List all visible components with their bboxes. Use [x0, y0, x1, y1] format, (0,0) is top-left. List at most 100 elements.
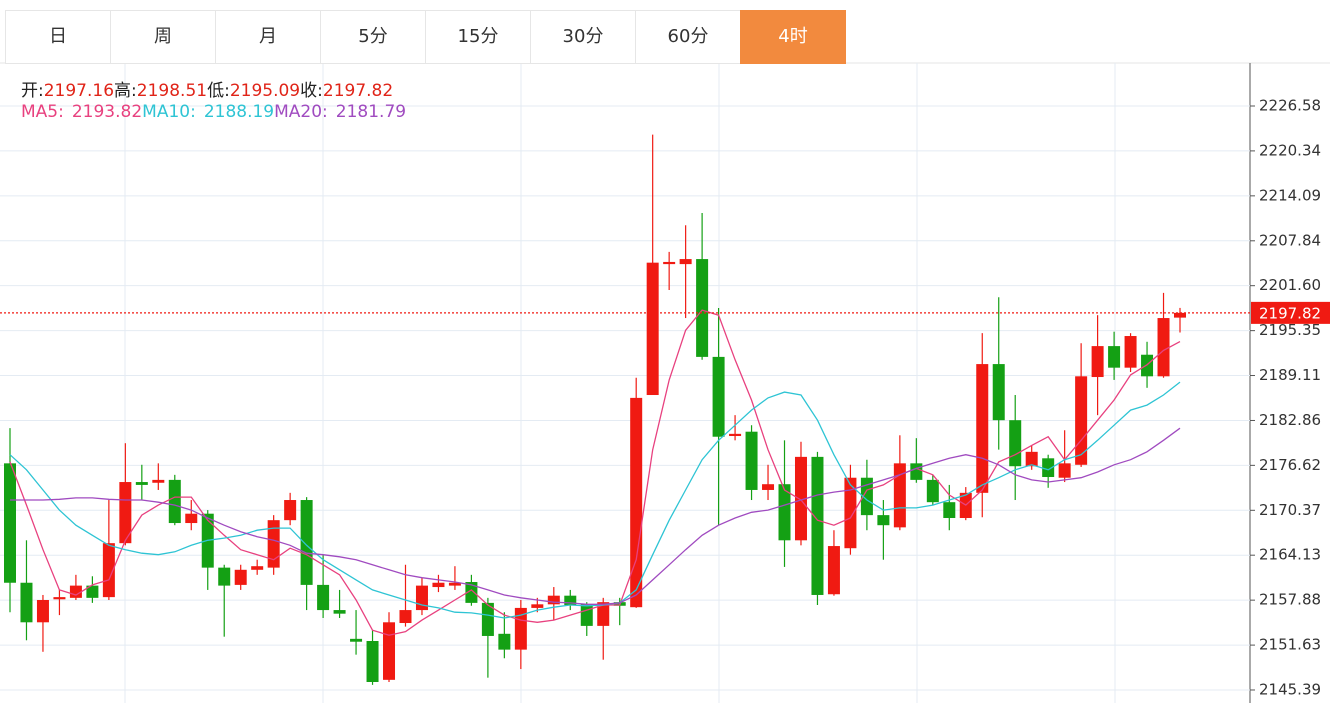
candle-body — [218, 567, 231, 586]
candle-body — [69, 585, 82, 598]
candle-body — [729, 433, 742, 437]
candle-body — [86, 585, 99, 598]
ohlc-header: 开:2197.16高:2198.51低:2195.09收:2197.82 — [21, 76, 393, 101]
candle-body — [481, 602, 494, 636]
candle-body — [135, 482, 148, 485]
candle-body — [498, 633, 511, 650]
period-tabs: 日周月 5分 15分 30分 60分 4时 — [5, 10, 846, 64]
candle-body — [1157, 318, 1170, 377]
candle-body — [564, 595, 577, 606]
period-tab[interactable]: 日 — [5, 10, 110, 64]
candle-body — [860, 477, 873, 516]
candle-body — [1058, 463, 1071, 478]
ohlc-label: 收: — [300, 81, 323, 101]
last-price-tag: 2197.82 — [1259, 304, 1321, 322]
candle-body — [1042, 458, 1055, 478]
candle-body — [1174, 312, 1186, 318]
candle-body — [646, 262, 659, 396]
candle-body — [910, 463, 923, 480]
period-tab[interactable]: 4时 — [740, 10, 846, 64]
period-tab[interactable]: 月 — [215, 10, 320, 64]
ma-legend-name: MA5: — [21, 102, 64, 122]
candle-body — [696, 259, 709, 357]
candle-body — [630, 397, 643, 608]
candle-body — [893, 463, 906, 528]
candle-body — [152, 479, 165, 483]
period-tab[interactable]: 60分 — [635, 10, 740, 64]
period-tab[interactable]: 30分 — [530, 10, 635, 64]
candle-body — [1025, 451, 1038, 467]
candle-body — [317, 584, 330, 611]
candle-body — [53, 597, 66, 600]
candle-body — [514, 607, 527, 650]
last-price-tag-bg — [1251, 301, 1330, 324]
candle-body — [712, 356, 725, 437]
candle-body — [1009, 420, 1022, 467]
candle-body — [465, 582, 478, 603]
candle-body — [827, 546, 840, 595]
candle-body — [531, 604, 544, 608]
period-tab[interactable]: 周 — [110, 10, 215, 64]
period-tab[interactable]: 5分 — [320, 10, 425, 64]
y-tick-label: 2207.84 — [1259, 231, 1321, 249]
ma-legend-value: 2188.19 — [203, 102, 275, 122]
candle-body — [1108, 346, 1121, 368]
candle-body — [943, 502, 956, 519]
ma-legend-name: MA10: — [142, 102, 196, 122]
y-tick-label: 2195.35 — [1259, 321, 1321, 339]
ohlc-value: 2198.51 — [136, 81, 208, 101]
candle-body — [366, 640, 379, 682]
ma-line — [10, 427, 1181, 605]
candle-body — [251, 566, 264, 570]
candle-body — [976, 364, 989, 493]
candle-body — [794, 456, 807, 541]
candle-body — [350, 638, 363, 642]
y-tick-label: 2164.13 — [1259, 546, 1321, 564]
candle-body — [20, 582, 33, 623]
y-tick-label: 2214.09 — [1259, 186, 1321, 204]
y-tick-label: 2226.58 — [1259, 97, 1321, 115]
candle-body — [168, 479, 181, 524]
candle-body — [762, 484, 775, 490]
y-tick-label: 2151.63 — [1259, 636, 1321, 654]
candle-body — [547, 595, 560, 605]
ohlc-label: 开: — [21, 81, 44, 101]
ohlc-value: 2195.09 — [229, 81, 301, 101]
candle-body — [844, 477, 857, 549]
candle-body — [1091, 346, 1104, 378]
candle-body — [778, 484, 791, 541]
candle-body — [580, 604, 593, 626]
ma-line — [9, 381, 1181, 619]
period-tab[interactable]: 15分 — [425, 10, 530, 64]
ma-legend-value: 2193.82 — [71, 102, 143, 122]
y-tick-label: 2170.37 — [1259, 501, 1321, 519]
candle-body — [234, 569, 247, 585]
y-tick-label: 2189.11 — [1259, 366, 1321, 384]
ma-legend: MA5: 2193.82MA10: 2188.19MA20: 2181.79 — [21, 102, 406, 122]
candle-body — [992, 364, 1005, 421]
y-tick-label: 2220.34 — [1259, 141, 1321, 159]
y-tick-label: 2157.88 — [1259, 591, 1321, 609]
candle-body — [4, 463, 16, 583]
candle-body — [926, 479, 939, 503]
candle-body — [102, 543, 115, 598]
candle-body — [432, 582, 445, 588]
ma-legend-value: 2181.79 — [335, 102, 407, 122]
candle-body — [267, 520, 280, 568]
candle-body — [333, 610, 346, 614]
candle-body — [36, 600, 49, 623]
candle-body — [415, 585, 428, 611]
ma-legend-name: MA20: — [274, 102, 328, 122]
candle-body — [1075, 376, 1088, 465]
ma-line — [9, 309, 1181, 636]
candle-body — [448, 582, 461, 586]
candle-body — [597, 602, 610, 626]
candle-body — [663, 261, 676, 265]
candle-body — [119, 482, 132, 544]
candle-body — [679, 259, 692, 265]
y-tick-label: 2145.39 — [1259, 680, 1321, 698]
candle-body — [284, 500, 297, 521]
candle-body — [811, 456, 824, 595]
candle-body — [399, 610, 412, 624]
